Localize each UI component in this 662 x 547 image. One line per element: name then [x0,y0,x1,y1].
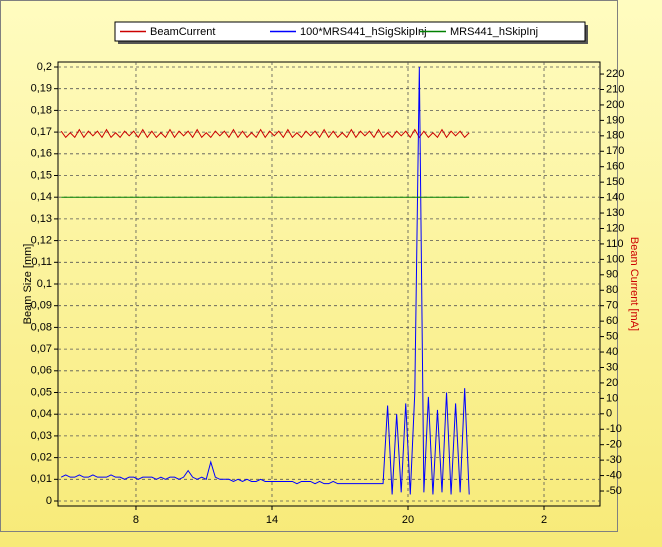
y2-tick-label: 150 [606,176,624,188]
y2-tick-label: 130 [606,207,624,219]
y-tick-label: 0,11 [31,256,52,268]
y-tick-label: 0,09 [31,300,52,312]
y-tick-label: 0,18 [31,104,52,116]
y2-tick-label: 40 [606,346,618,358]
y2-tick-label: 70 [606,300,618,312]
x-tick-label: 14 [266,514,278,526]
series-line [60,66,470,495]
y2-tick-label: 110 [606,238,624,250]
x-tick-label: 2 [541,514,547,526]
y-tick-label: 0,07 [31,343,52,355]
y2-tick-label: 220 [606,68,624,80]
y2-tick-label: 90 [606,269,618,281]
y-tick-label: 0,14 [31,191,52,203]
y2-tick-label: 170 [606,145,624,157]
y-tick-label: 0,15 [31,169,52,181]
legend-label: 100*MRS441_hSigSkipInj [300,26,427,38]
y2-axis-label: Beam Current [mA] [628,237,640,331]
legend [114,21,586,42]
y-tick-label: 0,1 [37,278,52,290]
y2-tick-label: 200 [606,99,624,111]
y2-tick-label: 60 [606,315,618,327]
y-tick-label: 0,03 [31,430,52,442]
y2-tick-label: 160 [606,161,624,173]
x-tick-label: 8 [133,514,139,526]
frame [0,0,618,532]
y2-tick-label: -30 [606,454,622,466]
y2-tick-label: -50 [606,485,622,497]
y-tick-label: 0,02 [31,452,52,464]
y-axis-label: Beam Size [mm] [22,244,34,325]
y-tick-label: 0,06 [31,365,52,377]
y-tick-label: 0,05 [31,386,52,398]
y2-tick-label: 140 [606,191,624,203]
x-tick-label: 20 [402,514,414,526]
y2-tick-label: 180 [606,130,624,142]
y-tick-label: 0 [46,495,52,507]
y-tick-label: 0,16 [31,148,52,160]
y2-tick-label: 190 [606,114,624,126]
y-tick-label: 0,2 [37,61,52,73]
y-tick-label: 0,01 [31,473,52,485]
y2-tick-label: 20 [606,377,618,389]
y2-tick-label: 30 [606,361,618,373]
y-tick-label: 0,17 [31,126,52,138]
y2-tick-label: 10 [606,392,618,404]
y2-tick-label: -20 [606,439,622,451]
legend-label: MRS441_hSkipInj [450,26,538,38]
y-tick-label: 0,08 [31,321,52,333]
y-tick-label: 0,12 [31,235,52,247]
y2-tick-label: -40 [606,469,622,481]
series-line [60,128,470,139]
y2-tick-label: 80 [606,284,618,296]
y-tick-label: 0,19 [31,83,52,95]
y-tick-label: 0,04 [31,408,52,420]
y2-tick-label: 100 [606,253,624,265]
y-tick-label: 0,13 [31,213,52,225]
y2-tick-label: 210 [606,83,624,95]
y2-tick-label: 120 [606,222,624,234]
legend-label: BeamCurrent [150,26,215,38]
y2-tick-label: 50 [606,330,618,342]
y2-tick-label: -10 [606,423,622,435]
y2-tick-label: 0 [606,408,612,420]
